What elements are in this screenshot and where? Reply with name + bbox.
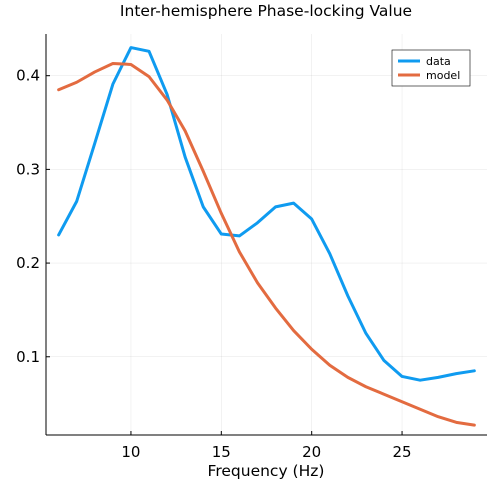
chart-title: Inter-hemisphere Phase-locking Value: [120, 2, 412, 20]
legend-box: [391, 49, 471, 87]
x-tick-label: 15: [212, 443, 231, 461]
x-tick-label: 20: [302, 443, 321, 461]
x-tick-label: 10: [121, 443, 140, 461]
legend-label-data: data: [426, 55, 451, 68]
y-tick-label: 0.4: [16, 67, 40, 85]
y-tick-label: 0.3: [16, 160, 40, 178]
y-tick-label: 0.2: [16, 254, 40, 272]
x-axis-label: Frequency (Hz): [208, 462, 325, 480]
y-tick-label: 0.1: [16, 348, 40, 366]
tick-labels: 10 15 20 25 0.1 0.2 0.3 0.4: [16, 67, 411, 461]
series-lines: [57, 46, 476, 427]
series-line-data: [57, 46, 476, 382]
x-tick-label: 25: [393, 443, 412, 461]
legend-label-model: model: [426, 69, 460, 82]
axes: [45, 34, 487, 436]
gridlines: [46, 34, 487, 435]
series-line-model: [57, 62, 476, 427]
